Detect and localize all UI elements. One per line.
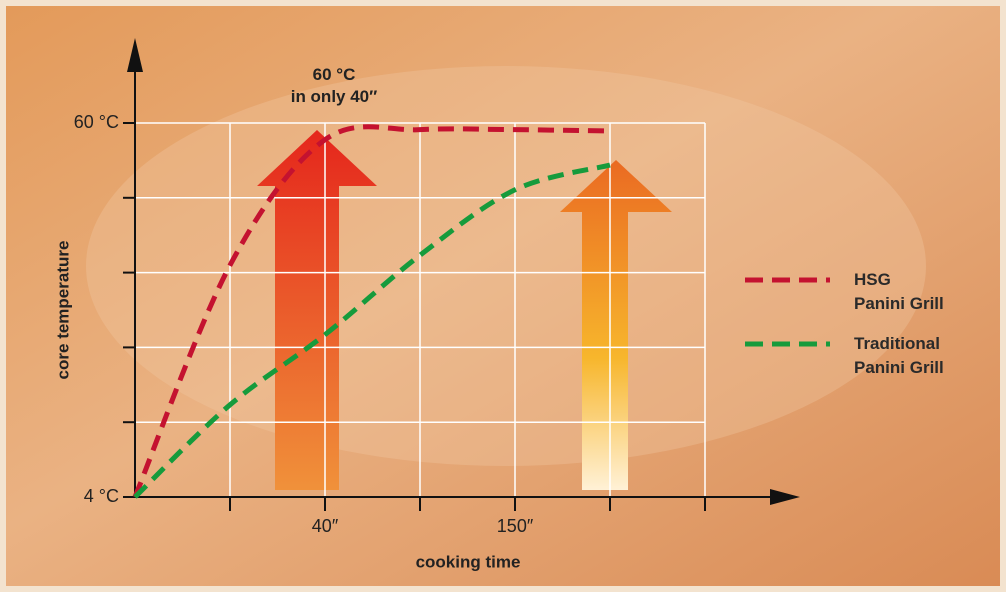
y-axis-arrow — [127, 38, 143, 72]
legend-label: HSG Panini Grill — [854, 270, 944, 313]
chart: 4 °C 60 °C 40″ 150″ core temperature cooking … — [6, 6, 1000, 586]
y-tick-label: 60 °C — [74, 112, 119, 132]
background — [6, 6, 1000, 586]
background-glow — [86, 66, 926, 466]
x-tick-label: 150″ — [497, 516, 534, 536]
y-axis-label: core temperature — [53, 241, 72, 380]
arrow-traditional — [560, 160, 672, 490]
y-tick-label: 4 °C — [84, 486, 119, 506]
x-axis-label: cooking time — [416, 552, 521, 571]
legend-label: Traditional Panini Grill — [854, 334, 944, 377]
x-axis-arrow — [770, 489, 800, 505]
annotation: 60 °C in only 40″ — [290, 65, 378, 106]
arrow-hsg — [257, 130, 377, 490]
series-line — [133, 162, 611, 499]
series-line — [132, 124, 611, 498]
x-tick-label: 40″ — [312, 516, 339, 536]
chart-frame: 4 °C 60 °C 40″ 150″ core temperature cooking … — [6, 6, 1000, 586]
